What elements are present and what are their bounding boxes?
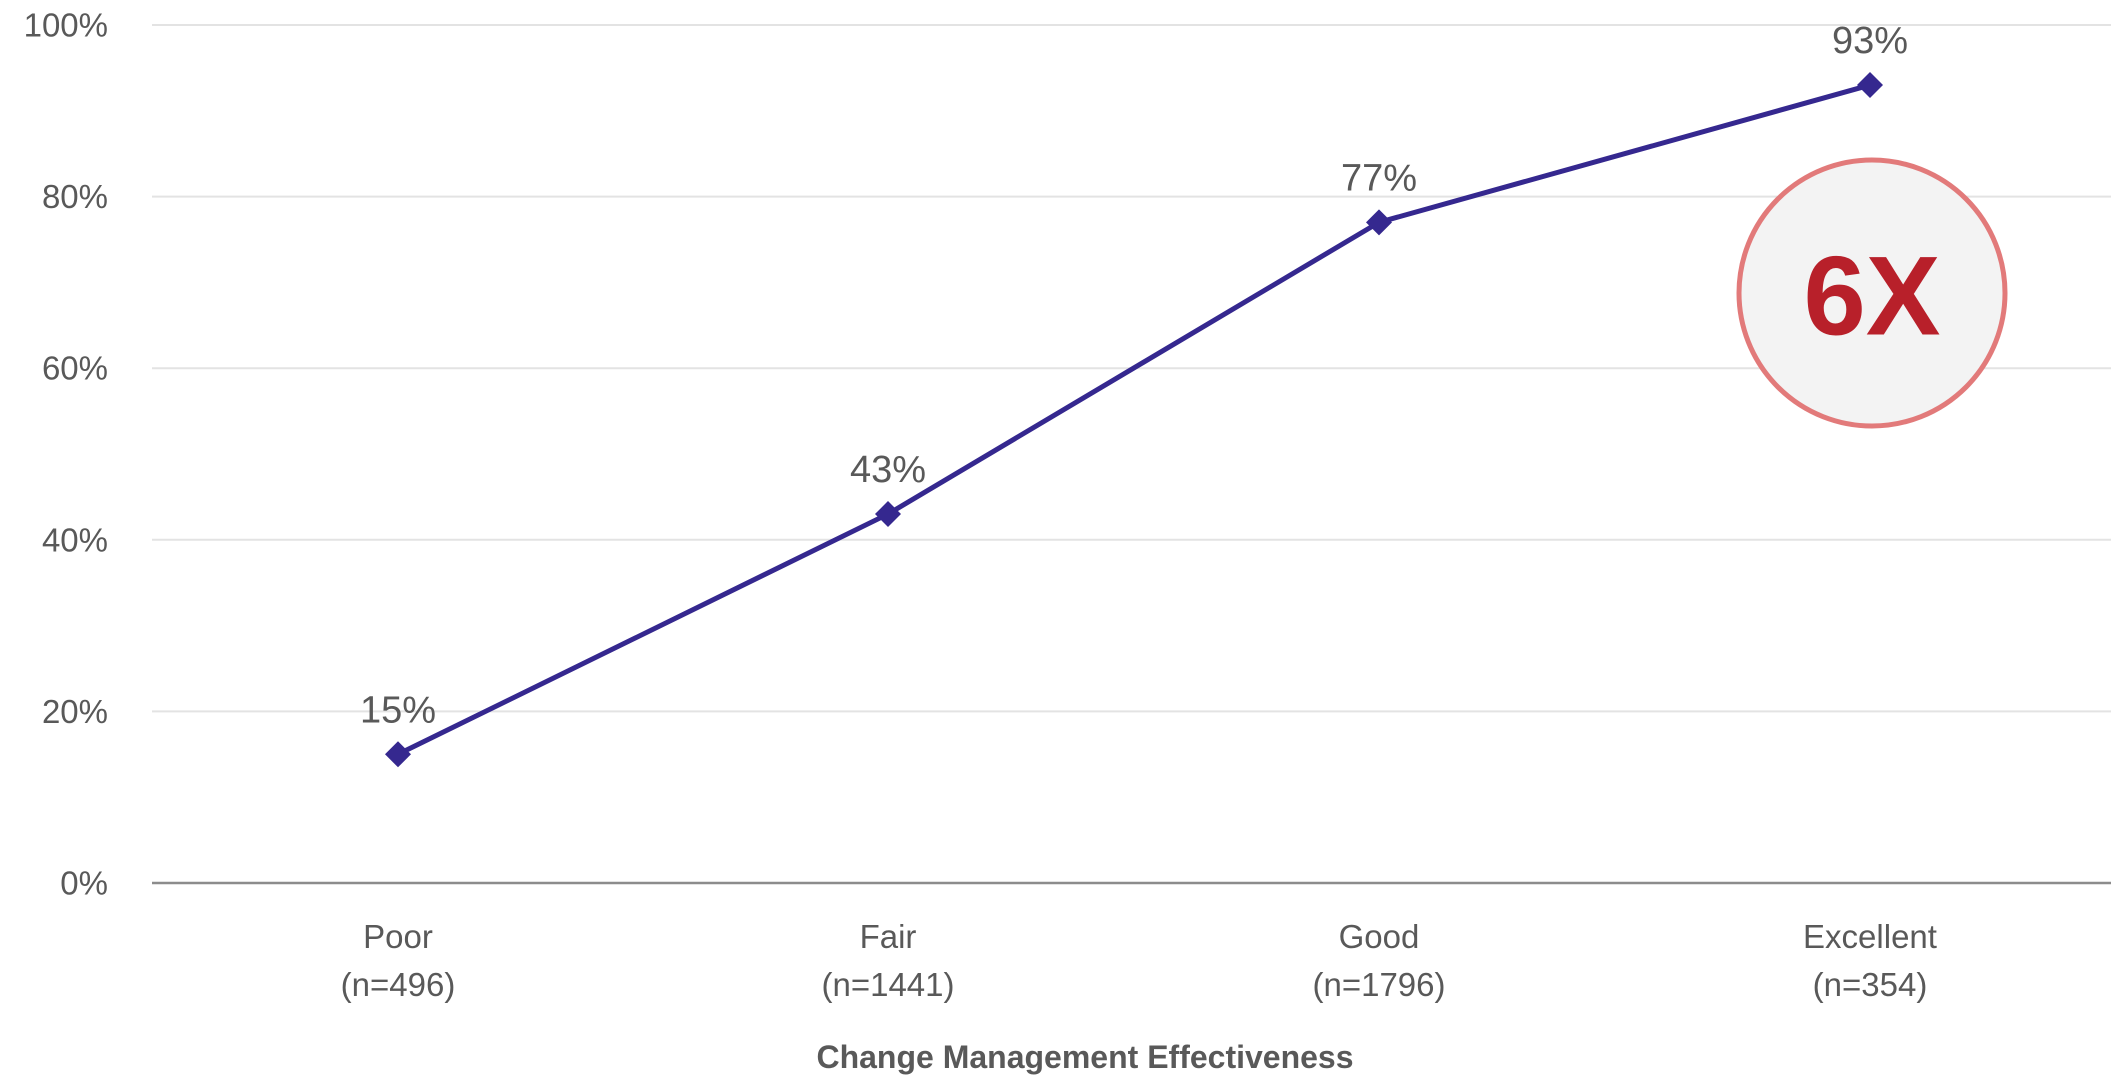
y-axis-ticks: 0% 20% 40% 60% 80% 100% [24,7,108,902]
data-label: 77% [1341,157,1417,199]
y-tick-label: 40% [42,521,108,558]
y-tick-label: 100% [24,7,108,44]
x-axis-ticks: Poor (n=496) Fair (n=1441) Good (n=1796) Excel… [341,918,1937,1003]
annotation-ring [1736,157,2008,429]
series-line [396,82,1871,757]
x-tick-label: Good [1339,918,1420,955]
data-markers [385,72,1883,768]
x-tick-sublabel: (n=1796) [1312,966,1445,1003]
data-point-marker [1857,72,1883,99]
data-label: 15% [360,689,436,731]
x-tick-sublabel: (n=496) [341,966,456,1003]
data-point-marker [385,741,411,768]
x-tick-sublabel: (n=1441) [821,966,954,1003]
data-point-marker [875,501,901,528]
annotation-badge: 6X [1736,157,2008,429]
data-point-marker [1366,209,1392,236]
y-tick-label: 80% [42,178,108,215]
data-label: 43% [850,449,926,491]
x-tick-label: Fair [860,918,917,955]
data-labels: 15% 43% 77% 93% [360,20,1908,731]
data-label: 93% [1832,20,1908,62]
x-tick-sublabel: (n=354) [1813,966,1928,1003]
annotation-text: 6X [1804,234,1941,359]
y-tick-label: 20% [42,693,108,730]
x-tick-label: Excellent [1803,918,1937,955]
x-tick-label: Poor [363,918,433,955]
y-tick-label: 0% [60,865,108,902]
y-tick-label: 60% [42,350,108,387]
x-axis-title: Change Management Effectiveness [816,1039,1353,1075]
